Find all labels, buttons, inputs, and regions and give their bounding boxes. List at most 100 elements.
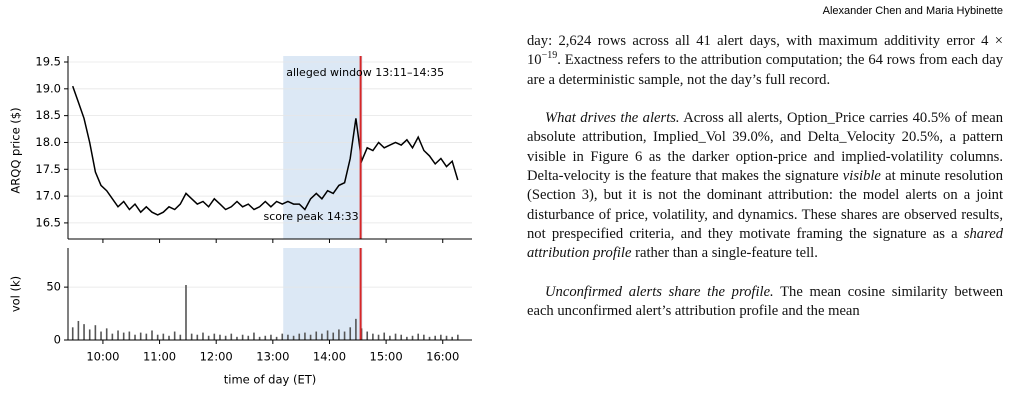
x-tick-label: 15:00	[370, 350, 403, 364]
y-tick-label: 50	[46, 280, 61, 294]
text-run: visible	[842, 168, 881, 185]
text-run: Unconfirmed alerts share the profile.	[545, 283, 774, 300]
volume-bar	[411, 335, 414, 340]
volume-bar	[162, 333, 165, 340]
volume-bar	[151, 330, 153, 340]
volume-bar	[207, 335, 210, 340]
volume-bar	[196, 334, 199, 340]
paragraph: day: 2,624 rows across all 41 alert days…	[527, 32, 1003, 90]
volume-bar	[423, 334, 425, 340]
volume-bar	[445, 335, 448, 340]
volume-bar	[179, 334, 182, 340]
text-run: . Exactness refers to the attribution co…	[527, 52, 1003, 88]
x-tick-label: 12:00	[200, 350, 233, 364]
volume-bar	[394, 333, 397, 340]
y-tick-label: 17.0	[35, 189, 61, 203]
volume-bar	[134, 334, 136, 340]
figure: 16.5 17.0 17.5 18.0 18.5 19.0 19.5 ARQQ price (…	[9, 55, 472, 387]
text-run: The mean cosine similarity between each …	[527, 283, 1003, 320]
y-tick-label: 0	[54, 333, 61, 347]
x-tick-label: 13:00	[256, 350, 289, 364]
volume-bar	[77, 320, 80, 340]
paragraph: Unconfirmed alerts share the profile. Th…	[527, 283, 1003, 322]
volume-bar	[213, 333, 216, 340]
volume-bar	[304, 332, 306, 340]
volume-bar	[406, 336, 408, 340]
volume-bar	[258, 336, 261, 340]
y-axis-label: ARQQ price ($)	[9, 107, 23, 193]
y-tick-label: 17.5	[35, 162, 61, 176]
volume-bar	[338, 329, 340, 340]
volume-bar	[383, 332, 386, 340]
volume-bar	[417, 333, 419, 340]
volume-bar	[173, 331, 176, 340]
volume-bar	[292, 335, 295, 340]
volume-bar	[230, 333, 233, 340]
volume-bar	[168, 335, 170, 340]
volume-bar	[117, 330, 119, 340]
volume-bar	[287, 334, 289, 340]
text-run: rather than a single-feature tell.	[631, 245, 818, 262]
window-shade	[283, 56, 363, 239]
volume-bar	[428, 336, 431, 340]
volume-bar	[366, 331, 369, 340]
volume-bar	[94, 325, 97, 340]
volume-bar	[190, 333, 193, 340]
volume-bar	[321, 333, 323, 340]
text-run: at minute resolution (Section 3), but it…	[527, 168, 1003, 242]
volume-bar	[281, 333, 284, 340]
volume-bar	[156, 334, 159, 340]
y-tick-label: 19.5	[35, 55, 61, 69]
volume-bar	[389, 335, 391, 340]
volume-bar	[440, 334, 442, 340]
volume-bar	[111, 333, 114, 340]
paragraph: What drives the alerts. Across all alert…	[527, 109, 1003, 263]
volume-bar	[332, 332, 335, 340]
window-label: alleged window 13:11–14:35	[286, 66, 444, 79]
volume-bar	[400, 334, 403, 340]
volume-bar	[377, 334, 380, 340]
volume-bar	[241, 334, 244, 340]
price-line	[71, 85, 459, 216]
x-tick-label: 10:00	[86, 350, 119, 364]
volume-bar	[202, 332, 204, 340]
y-tick-label: 18.0	[35, 135, 61, 149]
text-run: shared attribution profile	[527, 225, 1003, 262]
x-tick-label: 16:00	[426, 350, 459, 364]
text-column: day: 2,624 rows across all 41 alert days…	[527, 32, 1003, 341]
text-run: Across all alerts, Option_Price carries …	[527, 110, 1003, 185]
x-axis-label: time of day (ET)	[224, 373, 316, 387]
volume-bar	[326, 330, 329, 340]
volume-bar	[145, 333, 148, 340]
volume-bar	[105, 328, 108, 340]
text-run: day: 2,624 rows across all 41 alert days…	[527, 33, 1003, 69]
volume-bar	[355, 318, 357, 340]
volume-bar	[71, 327, 74, 340]
x-tick-label: 11:00	[143, 350, 176, 364]
volume-bar	[270, 334, 272, 340]
volume-bar	[309, 334, 312, 340]
volume-bar	[343, 331, 346, 340]
volume-bar	[264, 335, 267, 340]
volume-bar	[349, 327, 352, 340]
volume-bar	[457, 334, 459, 340]
volume-bar	[122, 332, 125, 340]
volume-bar	[185, 285, 187, 340]
volume-bar	[83, 324, 85, 340]
text-run: What drives the alerts.	[545, 110, 680, 127]
volume-bar	[128, 331, 131, 340]
volume-bar	[247, 335, 250, 340]
volume-bar	[139, 332, 142, 340]
volume-bar	[275, 336, 278, 340]
volume-bar	[236, 336, 238, 340]
volume-bar	[372, 333, 374, 340]
y-tick-label: 18.5	[35, 108, 61, 122]
volume-bar	[298, 333, 301, 340]
volume-bar	[224, 335, 227, 340]
window-shade	[283, 248, 363, 340]
peak-label: score peak 14:33	[263, 210, 358, 223]
volume-bar	[88, 329, 91, 340]
volume-bar	[434, 335, 436, 340]
y-tick-label: 16.5	[35, 215, 61, 229]
volume-bar	[100, 331, 102, 340]
